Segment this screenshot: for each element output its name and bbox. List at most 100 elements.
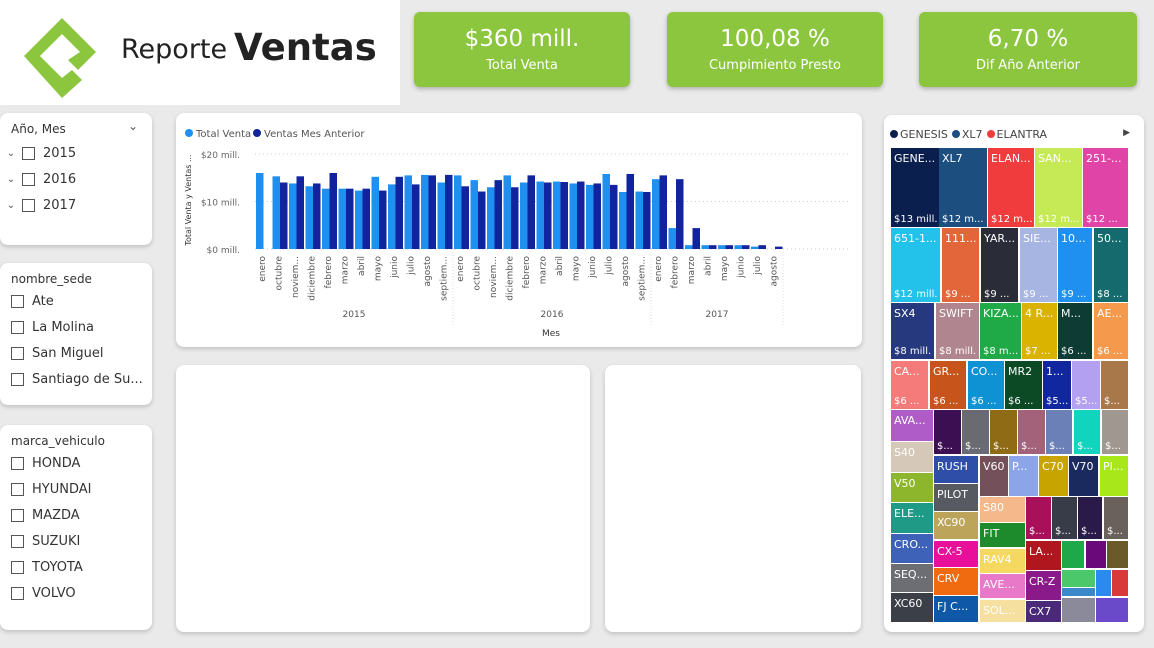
treemap-tile[interactable]: LA...	[1026, 541, 1061, 570]
slicer-item[interactable]: HYUNDAI	[11, 476, 152, 502]
treemap-tile[interactable]: $...	[1046, 410, 1072, 454]
treemap-tile[interactable]: $...	[1102, 410, 1128, 454]
treemap-tile[interactable]: CRV	[934, 568, 978, 595]
treemap-tile[interactable]: C70	[1039, 456, 1068, 496]
treemap-tile[interactable]: $...	[1026, 497, 1051, 539]
checkbox[interactable]	[11, 534, 24, 548]
slicer-item[interactable]: San Miguel	[11, 340, 152, 366]
treemap-tile[interactable]: FJ C...	[934, 596, 978, 622]
checkbox[interactable]	[11, 294, 24, 308]
treemap-tile[interactable]	[1112, 570, 1128, 596]
treemap-tile[interactable]: M... $6 ...	[1058, 303, 1092, 359]
expand-icon[interactable]: ⌄	[6, 199, 16, 211]
treemap-tile[interactable]: $...	[1101, 361, 1128, 409]
treemap-tile[interactable]: $...	[1074, 410, 1100, 454]
treemap-tile[interactable]: CX-5	[934, 541, 978, 567]
treemap-tile[interactable]: GR... $6 ...	[930, 361, 966, 409]
treemap-tile[interactable]: SIE... $9 ...	[1020, 228, 1057, 302]
treemap-tile[interactable]: SX4 $8 mill.	[891, 303, 934, 359]
treemap-tile[interactable]: AVE...	[980, 574, 1025, 598]
treemap-tile[interactable]	[1096, 598, 1128, 622]
treemap-tile[interactable]: RUSH	[934, 456, 978, 483]
slicer-item[interactable]: HONDA	[11, 450, 152, 476]
slicer-item-2017[interactable]: ⌄ 2017	[0, 192, 152, 218]
treemap-tile[interactable]: $...	[1052, 497, 1077, 539]
treemap-tile[interactable]: RAV4	[980, 549, 1025, 573]
treemap-tile[interactable]: XC60	[891, 593, 933, 622]
treemap-tile[interactable]	[1096, 570, 1111, 596]
treemap-tile[interactable]	[1062, 588, 1095, 596]
expand-icon[interactable]: ⌄	[6, 173, 16, 185]
treemap-tile[interactable]: $...	[1078, 497, 1102, 539]
checkbox[interactable]	[11, 456, 24, 470]
treemap-tile[interactable]: 651-1... $12 mill.	[891, 228, 940, 302]
slicer-item[interactable]: Santiago de Su...	[11, 366, 152, 392]
treemap-tile[interactable]: P...	[1009, 456, 1038, 496]
legend-next-arrow-icon[interactable]: ▶	[1123, 128, 1130, 138]
treemap-tile[interactable]	[1107, 541, 1128, 568]
checkbox[interactable]	[11, 346, 24, 360]
slicer-item[interactable]: MAZDA	[11, 502, 152, 528]
treemap-tile[interactable]	[1086, 541, 1106, 568]
treemap-tile[interactable]: $...	[962, 410, 989, 454]
treemap-tile[interactable]: SWIFT $8 mill.	[936, 303, 979, 359]
treemap-tile[interactable]: $...	[990, 410, 1017, 454]
checkbox[interactable]	[22, 172, 35, 186]
slicer-item[interactable]: La Molina	[11, 314, 152, 340]
treemap-tile[interactable]: 50... $8 ...	[1094, 228, 1128, 302]
slicer-item[interactable]: TOYOTA	[11, 554, 152, 580]
treemap-tile[interactable]: SOL...	[980, 600, 1025, 622]
treemap-tile[interactable]: PILOT	[934, 484, 978, 511]
treemap-tile[interactable]: V50	[891, 473, 933, 502]
treemap-tile[interactable]	[1062, 598, 1095, 622]
treemap-tile[interactable]: SEQ...	[891, 564, 933, 592]
treemap-tile[interactable]: CRO...	[891, 534, 933, 563]
slicer-item[interactable]: SUZUKI	[11, 528, 152, 554]
treemap-tile[interactable]: S80	[980, 497, 1025, 522]
treemap-tile[interactable]: YAR... $9 ...	[981, 228, 1018, 302]
checkbox[interactable]	[11, 586, 24, 600]
treemap-tile[interactable]: $...	[1104, 497, 1128, 539]
checkbox[interactable]	[22, 146, 35, 160]
treemap-tile[interactable]: 4 R... $7 ...	[1022, 303, 1057, 359]
treemap-tile[interactable]: V60	[980, 456, 1008, 496]
treemap-tile[interactable]: $...	[934, 410, 961, 454]
treemap-tile[interactable]: 251-... $12 ...	[1083, 148, 1128, 227]
expand-icon[interactable]: ⌄	[6, 147, 16, 159]
checkbox[interactable]	[11, 482, 24, 496]
treemap-tile[interactable]: MR2 $6 ...	[1005, 361, 1042, 409]
treemap-tile[interactable]: ELAN... $12 m...	[988, 148, 1034, 227]
treemap-tile[interactable]: XL7 $12 m...	[939, 148, 987, 227]
slicer-item[interactable]: Ate	[11, 288, 152, 314]
treemap-tile[interactable]: XC90	[934, 512, 978, 539]
treemap-tile[interactable]: KIZA... $8 m...	[980, 303, 1021, 359]
treemap-tile[interactable]: $...	[1018, 410, 1045, 454]
checkbox[interactable]	[11, 320, 24, 334]
chevron-down-icon[interactable]: ⌄	[127, 119, 138, 133]
checkbox[interactable]	[11, 508, 24, 522]
treemap-tile[interactable]: CO... $6 ...	[968, 361, 1004, 409]
checkbox[interactable]	[11, 372, 24, 386]
treemap-tile[interactable]: CR-Z	[1026, 571, 1061, 600]
treemap-tile[interactable]: FIT	[980, 523, 1025, 547]
treemap-tile[interactable]: $5...	[1072, 361, 1100, 409]
treemap-tile[interactable]: 1... $5...	[1043, 361, 1071, 409]
treemap-tile[interactable]: 10... $9 ...	[1058, 228, 1092, 302]
treemap-tile[interactable]: AVA...	[891, 410, 933, 441]
treemap-tile[interactable]: PI...	[1100, 456, 1128, 496]
treemap-tile[interactable]: AE... $6 ...	[1094, 303, 1128, 359]
treemap-tile[interactable]: GENE... $13 mill.	[891, 148, 939, 227]
treemap-tile[interactable]: SAN... $12 m...	[1035, 148, 1082, 227]
treemap-tile[interactable]: CX7	[1026, 601, 1061, 622]
slicer-item-2015[interactable]: ⌄ 2015	[0, 140, 152, 166]
treemap-tile[interactable]: ELE...	[891, 503, 933, 533]
checkbox[interactable]	[22, 198, 35, 212]
treemap-tile[interactable]: CA... $6 ...	[891, 361, 928, 409]
slicer-item-2016[interactable]: ⌄ 2016	[0, 166, 152, 192]
slicer-item[interactable]: VOLVO	[11, 580, 152, 606]
treemap-tile[interactable]: S40	[891, 442, 933, 472]
checkbox[interactable]	[11, 560, 24, 574]
treemap-tile[interactable]: 111... $9 ...	[942, 228, 979, 302]
treemap-tile[interactable]: V70	[1069, 456, 1098, 496]
treemap-tile[interactable]	[1062, 541, 1084, 568]
